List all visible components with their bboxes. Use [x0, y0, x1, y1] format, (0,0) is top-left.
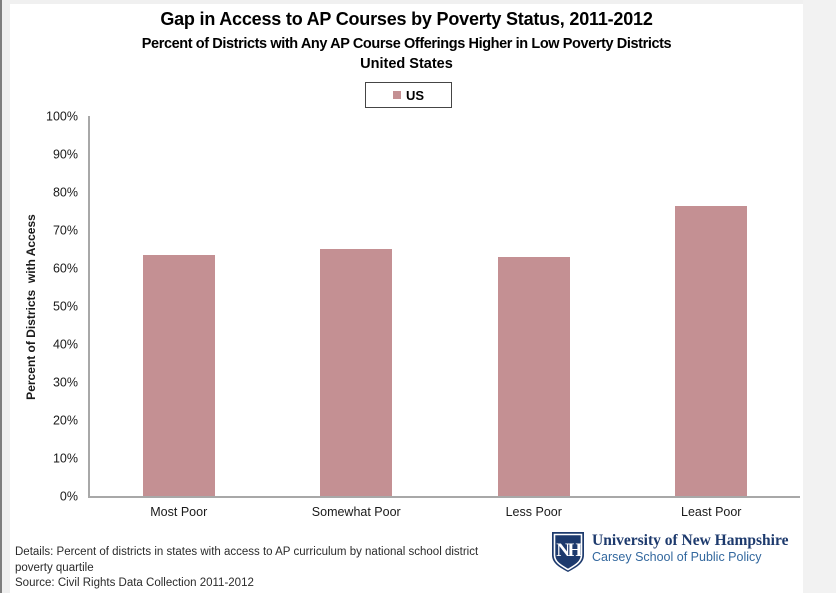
page-edge-line — [0, 0, 2, 593]
y-tick-label: 60% — [52, 260, 78, 275]
plot-area: 0% 10% 20% 30% 40% 50% 60% 70% 80% 90% 100% Most Po… — [46, 110, 801, 519]
chart-legend: US — [365, 82, 452, 108]
source-note: Source: Civil Rights Data Collection 201… — [15, 577, 254, 589]
x-axis-label: Somewhat Poor — [311, 505, 401, 519]
y-tick-label: 20% — [52, 412, 78, 427]
y-axis-title: Percent of Districts with Access — [24, 214, 38, 400]
chart-region-label: United States — [360, 56, 453, 72]
page-gutter-right — [803, 0, 836, 593]
bar-somewhat-poor — [320, 249, 393, 496]
y-tick-label: 0% — [59, 488, 78, 503]
chart-title: Gap in Access to AP Courses by Poverty S… — [160, 9, 653, 29]
y-tick-label: 90% — [52, 146, 78, 161]
y-tick-label: 70% — [52, 222, 78, 237]
y-tick-label: 30% — [52, 374, 78, 389]
unh-shield-icon: NH — [552, 532, 585, 572]
bar-least-poor — [675, 205, 748, 496]
x-axis-label: Most Poor — [150, 505, 208, 519]
bar-slot: Least Poor — [623, 116, 801, 519]
svg-text:NH: NH — [556, 540, 582, 561]
page-gutter-left — [0, 0, 10, 593]
y-tick-label: 100% — [46, 108, 78, 123]
bar-slot: Less Poor — [445, 116, 623, 519]
footer-notes: Details: Percent of districts in states … — [15, 545, 478, 592]
x-axis-label: Least Poor — [681, 505, 742, 519]
bar-most-poor — [142, 254, 215, 496]
legend-series-swatch-icon — [392, 91, 401, 99]
bar-less-poor — [497, 256, 570, 496]
x-axis-label: Less Poor — [505, 505, 562, 519]
logo-school-name: Carsey School of Public Policy — [592, 550, 762, 564]
y-tick-label: 40% — [52, 336, 78, 351]
details-note-line2: poverty quartile — [15, 561, 94, 574]
y-tick-label: 50% — [52, 298, 78, 313]
page-gutter-top — [0, 0, 803, 4]
chart-header: Gap in Access to AP Courses by Poverty S… — [10, 9, 803, 72]
bar-slot: Most Poor — [90, 116, 268, 519]
unh-carsey-logo: NH University of New Hampshire Carsey Sc… — [551, 531, 788, 573]
chart-subtitle: Percent of Districts with Any AP Course … — [141, 36, 672, 52]
bar-slot: Somewhat Poor — [268, 116, 446, 519]
logo-university-name: University of New Hampshire — [592, 532, 789, 549]
y-tick-label: 10% — [52, 450, 78, 465]
y-tick-label: 80% — [52, 184, 78, 199]
legend-series-label: US — [405, 87, 425, 103]
details-note-line1: Details: Percent of districts in states … — [15, 546, 479, 558]
logo-text: University of New Hampshire Carsey Schoo… — [592, 531, 788, 564]
